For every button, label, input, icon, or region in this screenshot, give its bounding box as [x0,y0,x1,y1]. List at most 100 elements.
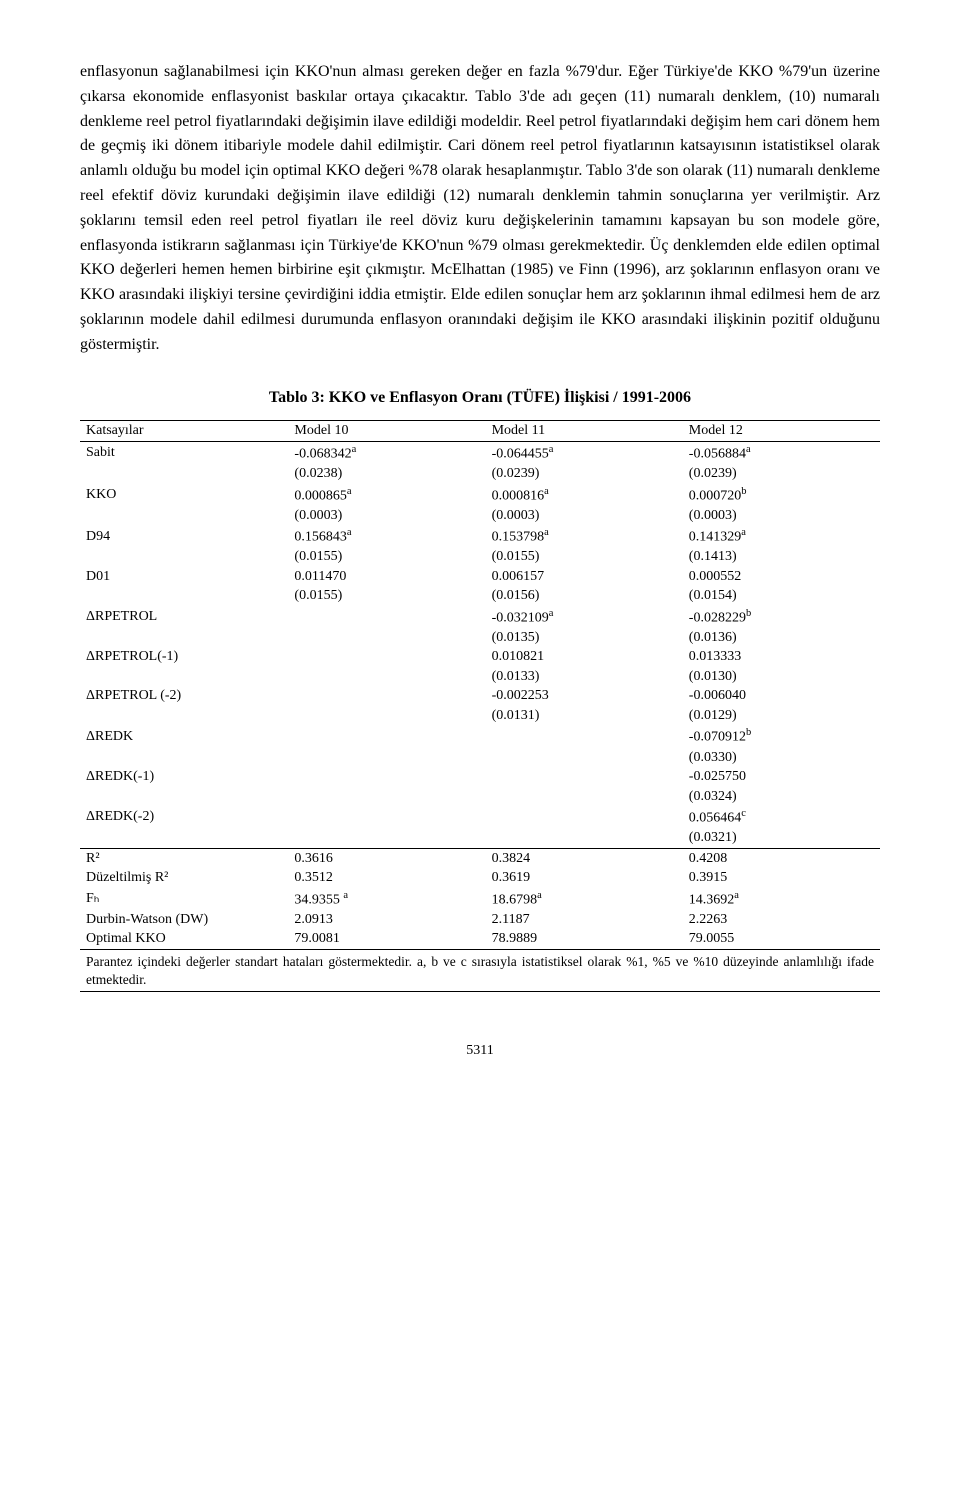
row-label: ΔRPETROL [80,606,288,628]
cell-m11: -0.064455a [486,441,683,464]
table-row: ΔREDK(-2)0.056464c [80,806,880,828]
cell-m12: 0.000552 [683,567,880,587]
table-row-se: (0.0133)(0.0130) [80,667,880,687]
table-row-se: (0.0238)(0.0239)(0.0239) [80,464,880,484]
cell-m11-se: (0.0133) [486,667,683,687]
cell-m12: 0.013333 [683,647,880,667]
stat-m12: 2.2263 [683,910,880,930]
cell-m11-se: (0.0131) [486,706,683,726]
cell-m11-se [486,787,683,807]
stat-m11: 78.9889 [486,929,683,949]
stat-m11: 18.6798a [486,888,683,910]
stat-label: Düzeltilmiş R² [80,868,288,888]
th-model11: Model 11 [486,421,683,442]
cell-m11-se [486,828,683,848]
stat-label: Durbin-Watson (DW) [80,910,288,930]
table-row-se: (0.0131)(0.0129) [80,706,880,726]
stat-label: Optimal KKO [80,929,288,949]
cell-m10-se: (0.0238) [288,464,485,484]
cell-m12: -0.056884a [683,441,880,464]
table-stat-row: R²0.36160.38240.4208 [80,848,880,868]
table-row: Sabit-0.068342a-0.064455a-0.056884a [80,441,880,464]
table-stat-row: Fₕ34.9355 a18.6798a14.3692a [80,888,880,910]
stat-m10: 34.9355 a [288,888,485,910]
cell-m10: 0.011470 [288,567,485,587]
table-row-se: (0.0330) [80,748,880,768]
table-row-se: (0.0155)(0.0156)(0.0154) [80,586,880,606]
stat-m10: 0.3616 [288,848,485,868]
row-label: KKO [80,484,288,506]
cell-m12-se: (0.0003) [683,506,880,526]
stat-m12: 0.3915 [683,868,880,888]
table-row: D940.156843a0.153798a0.141329a [80,525,880,547]
th-model10: Model 10 [288,421,485,442]
row-label: ΔRPETROL(-1) [80,647,288,667]
cell-m11: -0.032109a [486,606,683,628]
row-label: Sabit [80,441,288,464]
row-label: ΔREDK(-2) [80,806,288,828]
table-header-row: Katsayılar Model 10 Model 11 Model 12 [80,421,880,442]
stat-m11: 2.1187 [486,910,683,930]
cell-m11: 0.006157 [486,567,683,587]
cell-m11-se: (0.0155) [486,547,683,567]
cell-m11 [486,725,683,747]
row-label: ΔRPETROL (-2) [80,686,288,706]
cell-m11: 0.000816a [486,484,683,506]
table-row-se: (0.0321) [80,828,880,848]
page-number: 5311 [80,1040,880,1062]
stat-m11: 0.3619 [486,868,683,888]
table-stat-row: Durbin-Watson (DW)2.09132.11872.2263 [80,910,880,930]
table-row-se: (0.0135)(0.0136) [80,628,880,648]
table-row-se: (0.0324) [80,787,880,807]
th-katsayilar: Katsayılar [80,421,288,442]
cell-m11 [486,767,683,787]
regression-table: Katsayılar Model 10 Model 11 Model 12 Sa… [80,420,880,992]
th-model12: Model 12 [683,421,880,442]
stat-m11: 0.3824 [486,848,683,868]
cell-m12: 0.141329a [683,525,880,547]
cell-m11-se: (0.0239) [486,464,683,484]
cell-m10 [288,725,485,747]
table-footnote: Parantez içindeki değerler standart hata… [80,949,880,991]
cell-m10: -0.068342a [288,441,485,464]
stat-m12: 79.0055 [683,929,880,949]
table-row: D010.0114700.0061570.000552 [80,567,880,587]
cell-m11: 0.010821 [486,647,683,667]
table-row-se: (0.0155)(0.0155)(0.1413) [80,547,880,567]
cell-m11 [486,806,683,828]
cell-m11-se: (0.0156) [486,586,683,606]
table-row-se: (0.0003)(0.0003)(0.0003) [80,506,880,526]
cell-m12: -0.025750 [683,767,880,787]
cell-m10-se [288,667,485,687]
cell-m12-se: (0.0239) [683,464,880,484]
cell-m10 [288,606,485,628]
cell-m10-se [288,828,485,848]
stat-m12: 14.3692a [683,888,880,910]
table-row: ΔREDK-0.070912b [80,725,880,747]
cell-m12-se: (0.0136) [683,628,880,648]
row-label: ΔREDK(-1) [80,767,288,787]
table-row: KKO0.000865a0.000816a0.000720b [80,484,880,506]
cell-m10-se [288,706,485,726]
row-label: ΔREDK [80,725,288,747]
table-row: ΔREDK(-1) -0.025750 [80,767,880,787]
cell-m11-se: (0.0003) [486,506,683,526]
cell-m11: 0.153798a [486,525,683,547]
table-row: ΔRPETROL(-1) 0.0108210.013333 [80,647,880,667]
cell-m11: -0.002253 [486,686,683,706]
stat-m10: 79.0081 [288,929,485,949]
cell-m12-se: (0.0129) [683,706,880,726]
cell-m10 [288,806,485,828]
table-row: ΔRPETROL -0.032109a-0.028229b [80,606,880,628]
cell-m10-se [288,628,485,648]
cell-m12-se: (0.0154) [683,586,880,606]
row-label: D94 [80,525,288,547]
cell-m12-se: (0.0130) [683,667,880,687]
cell-m12: -0.028229b [683,606,880,628]
table-title: Tablo 3: KKO ve Enflasyon Oranı (TÜFE) İ… [80,386,880,411]
cell-m12-se: (0.0321) [683,828,880,848]
cell-m10 [288,767,485,787]
cell-m10-se [288,787,485,807]
cell-m12-se: (0.0324) [683,787,880,807]
cell-m12-se: (0.1413) [683,547,880,567]
